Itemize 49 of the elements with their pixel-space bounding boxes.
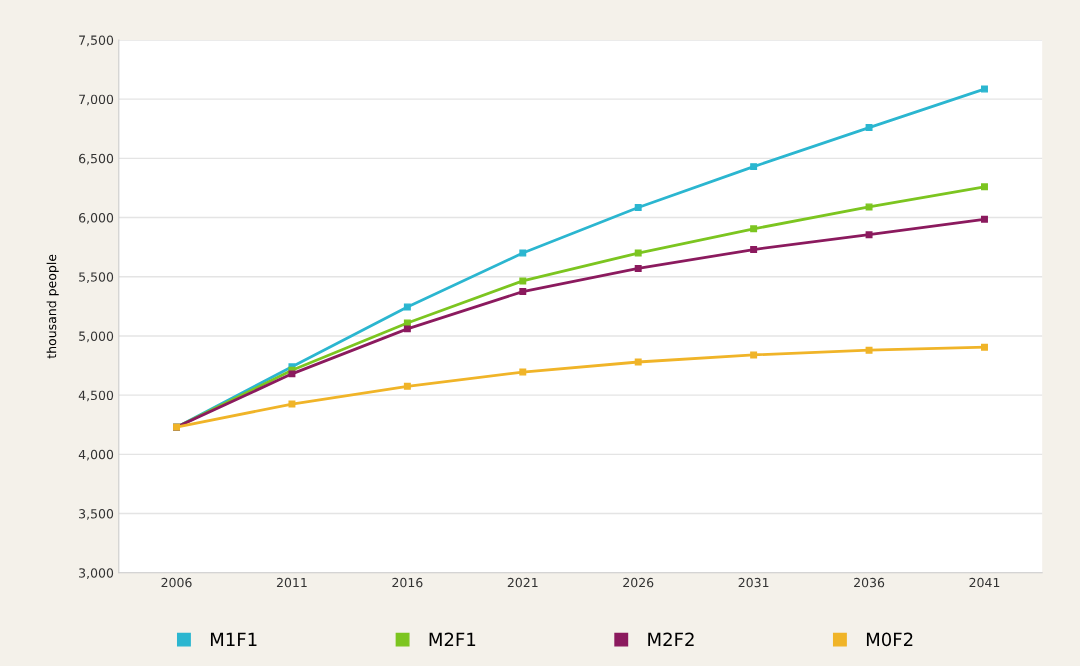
x-tick-label: 2021 (507, 577, 538, 588)
y-tick-label: 5,500 (79, 272, 114, 283)
point (519, 368, 527, 376)
point (288, 400, 296, 408)
point (981, 183, 988, 191)
legend-label: M2F1 (429, 632, 476, 646)
y-tick-label: 6,000 (79, 213, 114, 224)
point (403, 319, 411, 327)
point (981, 85, 988, 93)
y-tick-label: 4,500 (78, 390, 114, 402)
y-tick-label: 3,500 (79, 509, 114, 520)
point (403, 382, 411, 390)
point (750, 351, 758, 359)
x-tick-label: 2011 (276, 577, 307, 588)
point (865, 231, 873, 239)
legend-label: M1F1 (210, 632, 257, 646)
x-tick-label: 2026 (623, 577, 654, 588)
point (750, 163, 758, 171)
point (634, 264, 642, 272)
x-tick-label: 2041 (969, 577, 1000, 588)
x-tick-label: 2036 (854, 577, 885, 588)
point (288, 370, 296, 378)
y-tick-label: 7,500 (79, 35, 114, 47)
y-tick-label: 4,000 (78, 449, 114, 461)
y-tick-label: 3,000 (79, 568, 114, 579)
point (981, 215, 988, 223)
y-tick-label: 5,000 (79, 331, 114, 343)
point (750, 225, 758, 233)
x-tick-label: 2016 (392, 577, 423, 588)
x-tick-label: 2006 (161, 577, 192, 588)
point (403, 325, 411, 333)
point (865, 203, 873, 211)
point (865, 346, 873, 354)
legend-label: M2F2 (648, 632, 694, 646)
point (519, 249, 527, 257)
y-tick-label: 6,500 (79, 153, 114, 165)
y-axis-title: thousand people (46, 254, 59, 359)
point (519, 288, 527, 296)
point (403, 303, 411, 311)
point (865, 124, 873, 132)
point (634, 249, 642, 257)
legend-label: M0F2 (866, 632, 913, 647)
point (750, 246, 758, 254)
point (519, 277, 527, 285)
x-tick-label: 2031 (738, 577, 769, 588)
point (634, 204, 642, 211)
point (981, 343, 988, 351)
point (634, 358, 642, 366)
y-tick-label: 7,000 (79, 94, 114, 106)
